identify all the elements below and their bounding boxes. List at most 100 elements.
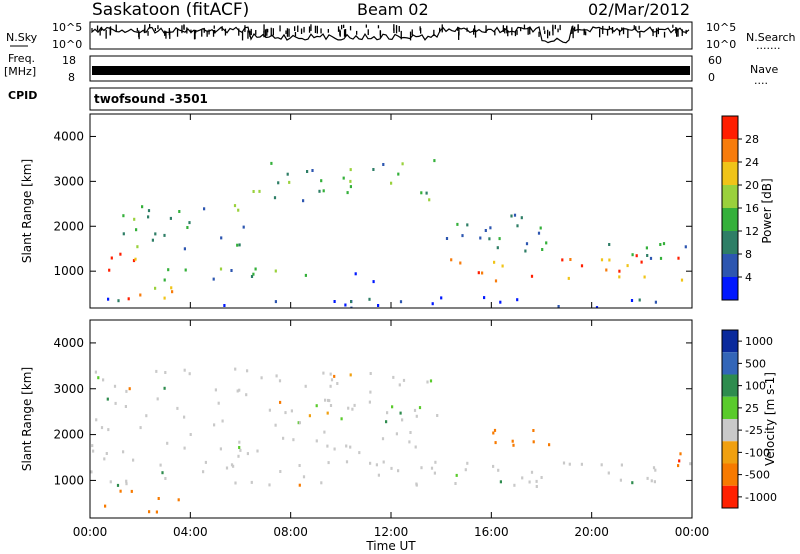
data-cell [139, 293, 142, 297]
y-tick-label: 4000 [53, 129, 84, 143]
colorbar-cell [722, 277, 738, 300]
data-cell [220, 236, 223, 240]
noise-spike [365, 24, 367, 28]
power-colorbar: 4 8 12 16 20 24 28 [721, 115, 759, 301]
data-cell [530, 470, 534, 474]
data-cell [238, 440, 241, 444]
data-cell [496, 246, 499, 250]
noise-tick-high-right: 10^5 [706, 21, 736, 34]
velocity-panel-frame [89, 319, 693, 519]
data-cell [653, 480, 656, 484]
colorbar-cell [722, 185, 738, 208]
noise-spike [314, 25, 317, 34]
data-cell [513, 483, 516, 487]
data-cell [134, 257, 137, 261]
data-cell [304, 273, 307, 277]
data-cell [397, 469, 400, 473]
data-cell [189, 433, 192, 436]
colorbar-tick-label: -100 [745, 446, 770, 459]
data-cell [499, 300, 502, 304]
data-cell [117, 299, 120, 303]
data-cell [413, 408, 417, 412]
data-cell [605, 268, 608, 272]
noise-spike [529, 28, 531, 35]
data-cell [327, 461, 330, 465]
data-cell [203, 207, 206, 211]
data-cell [246, 369, 249, 373]
data-cell [350, 306, 353, 308]
data-cell [308, 414, 311, 418]
x-tick-label: 08:00 [273, 525, 308, 539]
data-cell [320, 481, 323, 485]
noise-spike [244, 25, 246, 33]
noise-spike [212, 30, 215, 37]
noise-spike [494, 31, 496, 36]
velocity-heatmap [90, 367, 692, 514]
data-cell [402, 378, 406, 382]
velocity-colorbar-label: Velocity [m s-1] [763, 372, 777, 466]
data-cell [298, 483, 301, 487]
data-cell [170, 286, 173, 290]
data-cell [290, 409, 293, 413]
data-cell [333, 300, 336, 303]
noise-spike [538, 31, 540, 37]
data-cell [161, 471, 164, 475]
noise-spike [270, 27, 272, 37]
data-cell [132, 458, 135, 462]
data-cell [268, 483, 271, 487]
date-title: 02/Mar/2012 [588, 0, 690, 19]
data-cell [304, 384, 307, 388]
noise-spike [458, 28, 460, 36]
noise-spike [249, 30, 251, 37]
noise-spike [420, 28, 422, 34]
data-cell [409, 431, 412, 434]
y-tick-label: 2000 [53, 428, 84, 442]
data-cell [385, 420, 388, 424]
data-cell [214, 388, 217, 392]
data-cell [545, 241, 548, 245]
data-cell [530, 274, 534, 278]
noise-spike [241, 31, 244, 41]
y-tick-label: 4000 [53, 336, 84, 350]
colorbar-tick-label: 12 [745, 225, 759, 238]
velocity-ylabel: Slant Range [km] [20, 367, 34, 471]
data-cell [163, 278, 166, 282]
data-cell [164, 477, 167, 480]
data-cell [646, 254, 649, 257]
noise-spike [288, 28, 290, 37]
data-cell [431, 302, 434, 306]
data-cell [124, 405, 127, 408]
data-cell [677, 256, 680, 260]
data-cell [436, 414, 439, 417]
colorbar-tick-label: 24 [745, 156, 759, 169]
data-cell [631, 481, 634, 485]
data-cell [232, 464, 235, 468]
x-tick-label: 12:00 [374, 525, 409, 539]
data-cell [689, 462, 692, 466]
data-cell [349, 445, 352, 449]
data-cell [252, 190, 255, 193]
data-cell [219, 267, 223, 271]
colorbar-tick-label: 8 [745, 248, 752, 261]
data-cell [256, 449, 259, 453]
noise-spike [543, 26, 545, 31]
data-cell [395, 432, 398, 436]
data-cell [122, 232, 125, 236]
noise-spike [96, 25, 99, 31]
noise-spike [548, 31, 551, 36]
data-cell [315, 439, 318, 443]
data-cell [528, 480, 531, 484]
noise-spike [224, 28, 227, 36]
data-cell [234, 481, 237, 485]
data-cell [548, 443, 551, 447]
noise-spike [337, 26, 340, 32]
freq-unit: [MHz] [4, 65, 36, 78]
noise-spike [138, 32, 140, 40]
data-cell [461, 234, 464, 238]
noise-spike [339, 29, 341, 36]
data-cell [322, 371, 325, 375]
data-cell [429, 379, 433, 383]
data-cell [154, 232, 157, 236]
data-cell [525, 242, 529, 246]
noise-spike [286, 28, 289, 37]
